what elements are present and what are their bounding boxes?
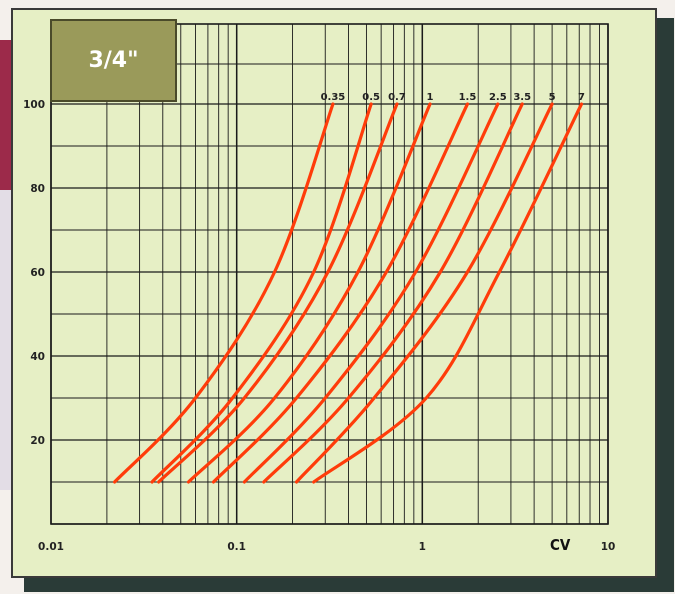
- series-label: 1.5: [459, 92, 477, 103]
- series-curve-3-5: [262, 102, 524, 484]
- series-label: 5: [549, 92, 556, 103]
- series-curve-7: [312, 102, 584, 484]
- plot-border: [50, 23, 609, 525]
- series-curve-0-5: [150, 102, 373, 484]
- x-tick-label: 0.1: [227, 541, 246, 553]
- series-label: 3.5: [513, 92, 531, 103]
- flow-chart: 20 40 60 80 100 0.01 0.1 1 10 0.35 0.5 0.7 1 1.5 2.5 3…: [23, 23, 615, 554]
- series-curve-2-5: [242, 102, 500, 484]
- y-tick-label: 60: [30, 267, 45, 279]
- x-tick-label: 0.01: [38, 541, 64, 553]
- x-tick-label: 10: [601, 541, 616, 553]
- series-label: 0.5: [362, 92, 380, 103]
- x-tick-label: 1: [419, 541, 426, 553]
- series-label: 0.7: [388, 92, 406, 103]
- y-tick-label: 80: [30, 183, 45, 195]
- series-curve-0-7: [157, 102, 399, 484]
- series-label: 2.5: [489, 92, 507, 103]
- series-curve-0-35: [112, 102, 335, 484]
- series-curves: [112, 102, 584, 484]
- series-labels: 0.35 0.5 0.7 1 1.5 2.5 3.5 5 7: [321, 92, 585, 103]
- series-curve-5: [294, 102, 554, 484]
- size-badge: 3/4": [50, 19, 177, 102]
- series-curve-1-5: [211, 102, 470, 484]
- y-tick-label: 40: [30, 351, 45, 363]
- series-label: 1: [427, 92, 434, 103]
- series-label: 7: [578, 92, 585, 103]
- series-curve-1: [186, 102, 432, 484]
- series-label: 0.35: [321, 92, 346, 103]
- tick-labels: 20 40 60 80 100 0.01 0.1 1 10: [23, 99, 615, 553]
- x-axis-label: CV: [550, 536, 571, 554]
- y-tick-label: 20: [30, 435, 45, 447]
- y-tick-label: 100: [23, 99, 45, 111]
